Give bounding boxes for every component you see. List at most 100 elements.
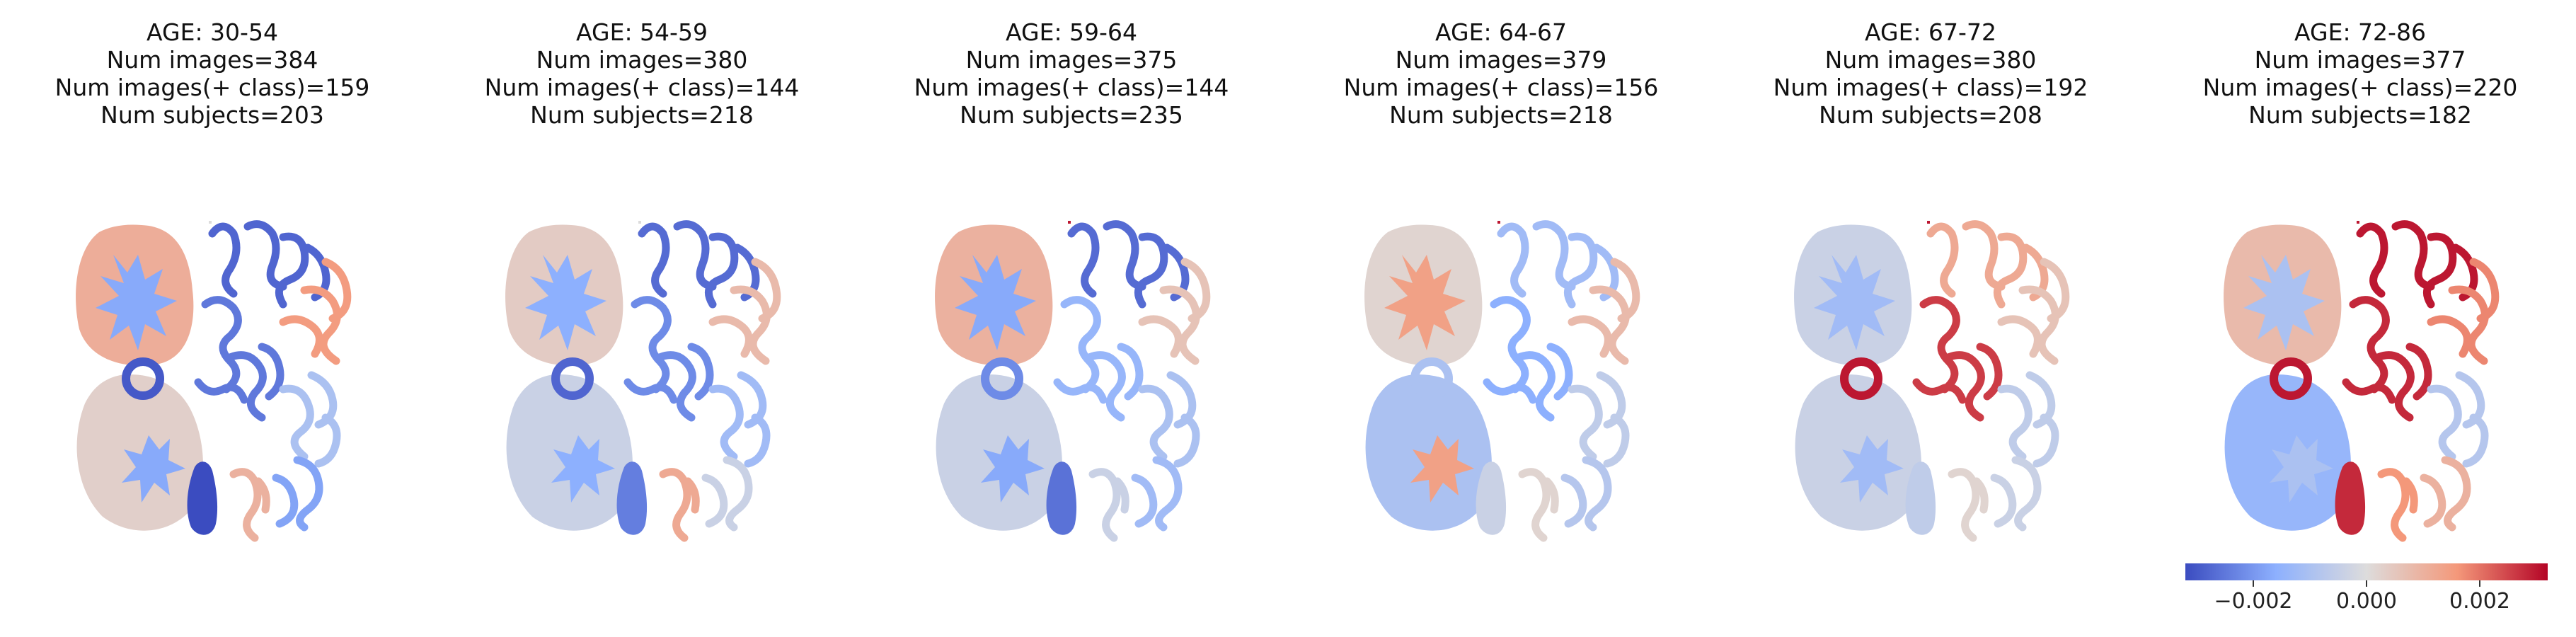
region-lower-mid	[2377, 468, 2418, 542]
panel-num-images: Num images=380	[536, 46, 748, 74]
region-sulci-top	[1067, 220, 1190, 309]
region-ring	[981, 357, 1023, 400]
brain-panel: AGE: 72-86 Num images=377 Num images(+ cla…	[2148, 0, 2572, 542]
colorbar-tick	[2253, 580, 2254, 587]
panel-num-subjects: Num subjects=203	[100, 101, 324, 129]
region-ring	[1410, 357, 1453, 400]
region-lobe-lower	[2224, 374, 2351, 531]
region-lower-right	[1990, 456, 2042, 532]
region-sulci-top	[638, 220, 760, 309]
region-sulci-right	[279, 258, 352, 365]
region-lobe-lower	[936, 374, 1062, 531]
region-sulci-top	[2356, 220, 2478, 309]
region-sulci-top	[208, 220, 330, 309]
colorbar-tick	[2366, 580, 2367, 587]
panel-age-label: AGE: 72-86	[2294, 18, 2426, 46]
region-central-matter	[525, 255, 606, 350]
panel-age-label: AGE: 30-54	[146, 18, 278, 46]
region-lower-left	[616, 461, 648, 535]
brain-map	[1794, 220, 2070, 542]
panel-num-images: Num images=379	[1395, 46, 1607, 74]
panel-num-images: Num images=377	[2254, 46, 2466, 74]
region-sulci-top	[1926, 220, 2049, 309]
region-sulci-lowright	[1138, 371, 1200, 468]
region-lower-mid	[1518, 468, 1559, 542]
region-lower-left	[1046, 461, 1077, 535]
colorbar-tick-label: 0.002	[2449, 589, 2510, 614]
colorbar-gradient	[2185, 563, 2548, 580]
region-sulci-mid	[2342, 296, 2432, 422]
region-sulci-lowright	[2427, 371, 2489, 468]
colorbar: −0.002 0.000 0.002	[2185, 563, 2548, 614]
colorbar-tick	[2479, 580, 2480, 587]
region-sulci-top	[1497, 220, 1619, 309]
panel-num-positive-images: Num images(+ class)=159	[54, 74, 370, 101]
panel-age-label: AGE: 59-64	[1006, 18, 1137, 46]
region-lobe-lower	[1795, 374, 1921, 531]
region-sulci-right	[708, 258, 781, 365]
region-sulci-right	[2427, 258, 2500, 365]
region-lower-mid	[1948, 468, 1989, 542]
brain-map	[1364, 220, 1640, 542]
region-lower-left	[2335, 461, 2366, 535]
brain-map	[935, 220, 1211, 542]
region-central-matter	[96, 255, 177, 350]
region-sulci-mid	[1483, 296, 1573, 422]
region-highlight-spot	[1497, 221, 1500, 224]
region-sulci-lowright	[708, 371, 771, 468]
region-lower-left	[1905, 461, 1936, 535]
region-highlight-spot	[1927, 221, 1930, 224]
brain-panel: AGE: 54-59 Num images=380 Num images(+ cla…	[430, 0, 854, 542]
region-ring	[551, 357, 594, 400]
panel-title: AGE: 72-86 Num images=377 Num images(+ cla…	[2148, 18, 2572, 129]
region-highlight-spot	[1068, 221, 1071, 224]
region-lower-mid	[1088, 468, 1129, 542]
region-lower-right	[1131, 456, 1183, 532]
brain-panel: AGE: 59-64 Num images=375 Num images(+ cla…	[859, 0, 1284, 542]
region-lobe-lower	[506, 374, 633, 531]
panel-num-subjects: Num subjects=218	[1389, 101, 1613, 129]
region-sulci-mid	[1053, 296, 1144, 422]
region-sulci-right	[1568, 258, 1640, 365]
region-sulci-right	[1138, 258, 1211, 365]
region-sulci-mid	[1912, 296, 2003, 422]
region-ring	[2270, 357, 2312, 400]
panel-num-subjects: Num subjects=182	[2248, 101, 2472, 129]
region-sulci-lowright	[1568, 371, 1630, 468]
brain-panel: AGE: 67-72 Num images=380 Num images(+ cla…	[1718, 0, 2143, 542]
panel-num-subjects: Num subjects=218	[530, 101, 754, 129]
region-sulci-right	[1997, 258, 2070, 365]
region-central-matter	[1410, 435, 1474, 503]
brain-panel: AGE: 64-67 Num images=379 Num images(+ cla…	[1289, 0, 1713, 542]
panel-num-positive-images: Num images(+ class)=144	[484, 74, 800, 101]
panel-title: AGE: 30-54 Num images=384 Num images(+ cla…	[0, 18, 425, 129]
region-central-matter	[2243, 255, 2325, 350]
region-lobe-lower	[76, 374, 203, 531]
region-highlight-spot	[209, 221, 212, 224]
brain-map	[505, 220, 781, 542]
region-sulci-mid	[623, 296, 714, 422]
brain-map	[76, 220, 352, 542]
region-ring	[1840, 357, 1882, 400]
region-lower-right	[2420, 456, 2471, 532]
panel-title: AGE: 64-67 Num images=379 Num images(+ cla…	[1289, 18, 1713, 129]
panel-num-positive-images: Num images(+ class)=220	[2202, 74, 2518, 101]
region-lower-right	[701, 456, 753, 532]
panel-age-label: AGE: 54-59	[576, 18, 708, 46]
panel-num-subjects: Num subjects=208	[1819, 101, 2042, 129]
region-central-matter	[1814, 255, 1895, 350]
panel-num-images: Num images=384	[106, 46, 318, 74]
region-central-matter	[2270, 435, 2333, 503]
region-central-matter	[1384, 255, 1466, 350]
region-lower-mid	[659, 468, 700, 542]
region-lobe-lower	[1365, 374, 1492, 531]
colorbar-tick-label: 0.000	[2336, 589, 2397, 614]
region-highlight-spot	[2357, 221, 2359, 224]
region-central-matter	[122, 435, 185, 503]
panel-num-positive-images: Num images(+ class)=192	[1773, 74, 2088, 101]
region-highlight-spot	[638, 221, 641, 224]
panel-age-label: AGE: 67-72	[1865, 18, 1996, 46]
region-sulci-mid	[194, 296, 284, 422]
region-sulci-lowright	[1997, 371, 2059, 468]
panel-age-label: AGE: 64-67	[1435, 18, 1567, 46]
